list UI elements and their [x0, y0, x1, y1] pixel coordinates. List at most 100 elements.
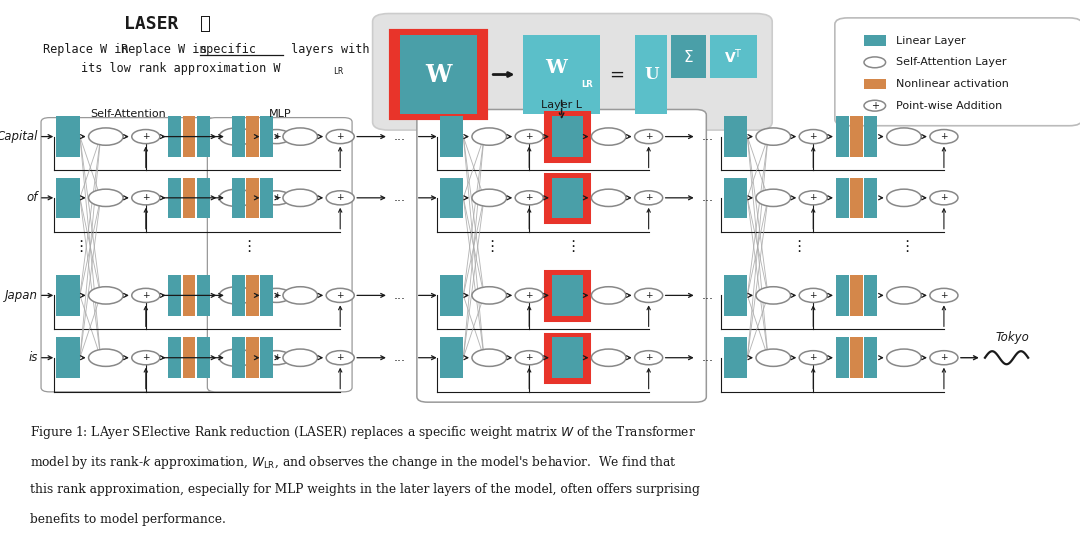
Circle shape [930, 351, 958, 365]
Text: Linear Layer: Linear Layer [896, 36, 966, 46]
Text: +: + [941, 132, 947, 141]
Text: +: + [810, 353, 816, 362]
Text: ⋮: ⋮ [565, 238, 580, 254]
Circle shape [326, 191, 354, 205]
FancyBboxPatch shape [41, 118, 215, 392]
Text: LASER  🖊: LASER 🖊 [124, 15, 211, 34]
Text: Replace W in: Replace W in [121, 43, 214, 56]
Circle shape [515, 130, 543, 144]
Circle shape [799, 288, 827, 302]
FancyBboxPatch shape [836, 117, 849, 157]
Text: MLP: MLP [269, 109, 291, 119]
FancyBboxPatch shape [552, 117, 583, 157]
Circle shape [887, 349, 921, 366]
Circle shape [592, 128, 626, 145]
Circle shape [283, 287, 318, 304]
Circle shape [515, 351, 543, 365]
Text: +: + [337, 193, 343, 202]
FancyBboxPatch shape [850, 178, 863, 218]
Text: its low rank approximation W: its low rank approximation W [81, 62, 281, 75]
Text: +: + [526, 132, 532, 141]
FancyBboxPatch shape [724, 117, 747, 157]
Text: +: + [143, 353, 149, 362]
Text: ...: ... [701, 130, 714, 143]
Text: +: + [143, 291, 149, 300]
FancyBboxPatch shape [850, 275, 863, 315]
Circle shape [930, 288, 958, 302]
FancyBboxPatch shape [373, 14, 772, 130]
FancyBboxPatch shape [168, 337, 181, 378]
FancyBboxPatch shape [523, 35, 600, 114]
Text: Self-Attention: Self-Attention [90, 109, 166, 119]
Text: +: + [941, 291, 947, 300]
Text: $\Sigma$: $\Sigma$ [684, 49, 693, 65]
Circle shape [592, 287, 626, 304]
Circle shape [756, 287, 791, 304]
Text: +: + [645, 291, 652, 300]
Circle shape [635, 191, 663, 205]
FancyBboxPatch shape [836, 275, 849, 315]
FancyBboxPatch shape [836, 178, 849, 218]
Circle shape [262, 288, 291, 302]
FancyBboxPatch shape [440, 178, 463, 218]
Circle shape [262, 351, 291, 365]
Text: +: + [143, 193, 149, 202]
Text: Figure 1: LAyer SElective Rank reduction (LASER) replaces a specific weight matr: Figure 1: LAyer SElective Rank reduction… [30, 424, 697, 441]
Text: of: of [26, 191, 38, 204]
Text: ...: ... [393, 130, 406, 143]
Circle shape [887, 287, 921, 304]
FancyBboxPatch shape [391, 31, 486, 118]
Text: ...: ... [701, 191, 714, 204]
Circle shape [592, 189, 626, 207]
FancyBboxPatch shape [552, 337, 583, 378]
Text: +: + [810, 193, 816, 202]
Circle shape [472, 287, 507, 304]
Text: U: U [644, 66, 659, 83]
Circle shape [864, 100, 886, 111]
Text: +: + [337, 132, 343, 141]
Text: Layer L: Layer L [541, 100, 582, 110]
Circle shape [132, 288, 160, 302]
Circle shape [515, 191, 543, 205]
FancyBboxPatch shape [671, 35, 706, 79]
Text: ⋮: ⋮ [792, 238, 807, 254]
Text: W: W [545, 59, 567, 77]
FancyBboxPatch shape [183, 275, 195, 315]
FancyBboxPatch shape [246, 337, 259, 378]
Text: +: + [526, 193, 532, 202]
FancyBboxPatch shape [246, 178, 259, 218]
Text: V$^\mathsf{T}$: V$^\mathsf{T}$ [724, 48, 743, 66]
FancyBboxPatch shape [183, 337, 195, 378]
Text: +: + [645, 132, 652, 141]
Circle shape [262, 130, 291, 144]
Text: LR: LR [581, 80, 593, 89]
Text: Tokyo: Tokyo [995, 331, 1029, 344]
Circle shape [283, 189, 318, 207]
FancyBboxPatch shape [168, 117, 181, 157]
FancyBboxPatch shape [440, 337, 463, 378]
FancyBboxPatch shape [864, 275, 877, 315]
FancyBboxPatch shape [545, 173, 590, 222]
Circle shape [635, 288, 663, 302]
FancyBboxPatch shape [56, 178, 80, 218]
Text: LR: LR [333, 67, 342, 76]
FancyBboxPatch shape [552, 275, 583, 315]
FancyBboxPatch shape [232, 337, 245, 378]
FancyBboxPatch shape [864, 35, 886, 46]
Text: +: + [526, 353, 532, 362]
FancyBboxPatch shape [850, 337, 863, 378]
Text: ...: ... [701, 351, 714, 364]
Text: ⋮: ⋮ [73, 238, 89, 254]
Circle shape [132, 130, 160, 144]
FancyBboxPatch shape [545, 271, 590, 319]
Text: +: + [337, 291, 343, 300]
Text: +: + [273, 193, 280, 202]
FancyBboxPatch shape [635, 35, 667, 114]
Text: +: + [143, 132, 149, 141]
Text: +: + [870, 101, 879, 111]
FancyBboxPatch shape [246, 275, 259, 315]
Circle shape [887, 189, 921, 207]
Text: model by its rank-$k$ approximation, $W_\mathrm{LR}$, and observes the change in: model by its rank-$k$ approximation, $W_… [30, 454, 677, 470]
Text: +: + [273, 353, 280, 362]
FancyBboxPatch shape [850, 117, 863, 157]
